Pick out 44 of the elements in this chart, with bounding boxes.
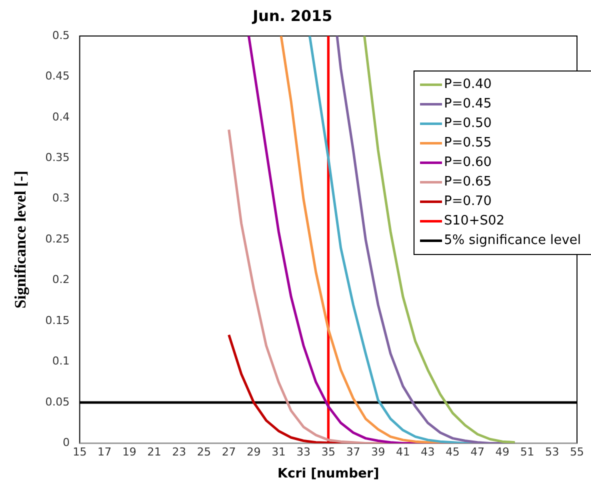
x-tick-label: 39 [371, 446, 386, 459]
x-tick-label: 43 [420, 446, 435, 459]
legend-label: P=0.55 [444, 136, 492, 151]
x-tick-label: 19 [122, 446, 136, 459]
y-tick-label: 0.4 [52, 110, 70, 124]
x-tick-label: 21 [147, 446, 162, 459]
x-tick-label: 17 [98, 446, 112, 459]
x-tick-label: 15 [72, 446, 87, 459]
y-tick-label: 0.1 [52, 354, 70, 368]
y-tick-label: 0.05 [45, 395, 70, 408]
legend-label: P=0.60 [444, 155, 492, 170]
chart-title: Jun. 2015 [252, 6, 332, 25]
y-tick-label: 0.35 [45, 151, 70, 164]
x-tick-label: 45 [446, 446, 460, 459]
legend-label: 5% significance level [444, 233, 582, 248]
y-tick-label: 0.25 [45, 232, 70, 246]
y-axis-title: Significance level [-] [12, 170, 30, 308]
legend-label: P=0.70 [444, 194, 492, 210]
legend-label: S10+S02 [444, 214, 505, 229]
x-tick-label: 25 [197, 446, 212, 459]
legend-label: P=0.50 [444, 116, 492, 132]
y-tick-label: 0 [62, 436, 70, 450]
x-tick-label: 37 [346, 446, 360, 459]
y-tick-label: 0.45 [45, 70, 70, 83]
x-tick-label: 51 [520, 446, 534, 459]
x-tick-label: 47 [470, 446, 485, 459]
x-tick-label: 33 [296, 446, 310, 459]
y-tick-label: 0.15 [45, 314, 70, 327]
y-tick-label: 0.5 [52, 28, 70, 42]
legend-label: P=0.65 [444, 174, 492, 190]
x-tick-label: 27 [222, 446, 236, 459]
x-tick-label: 55 [570, 446, 584, 459]
legend-label: P=0.45 [444, 96, 492, 112]
x-tick-label: 23 [172, 446, 186, 459]
x-tick-label: 35 [321, 446, 336, 459]
x-tick-label: 49 [495, 446, 510, 459]
x-tick-label: 53 [545, 446, 560, 459]
x-tick-label: 29 [246, 446, 261, 459]
x-tick-label: 41 [396, 446, 410, 459]
x-tick-label: 31 [272, 446, 286, 459]
legend-label: P=0.40 [444, 77, 492, 92]
x-axis-title: Kcri [number] [278, 466, 380, 482]
y-tick-label: 0.2 [52, 273, 70, 286]
y-tick-label: 0.3 [52, 192, 70, 205]
